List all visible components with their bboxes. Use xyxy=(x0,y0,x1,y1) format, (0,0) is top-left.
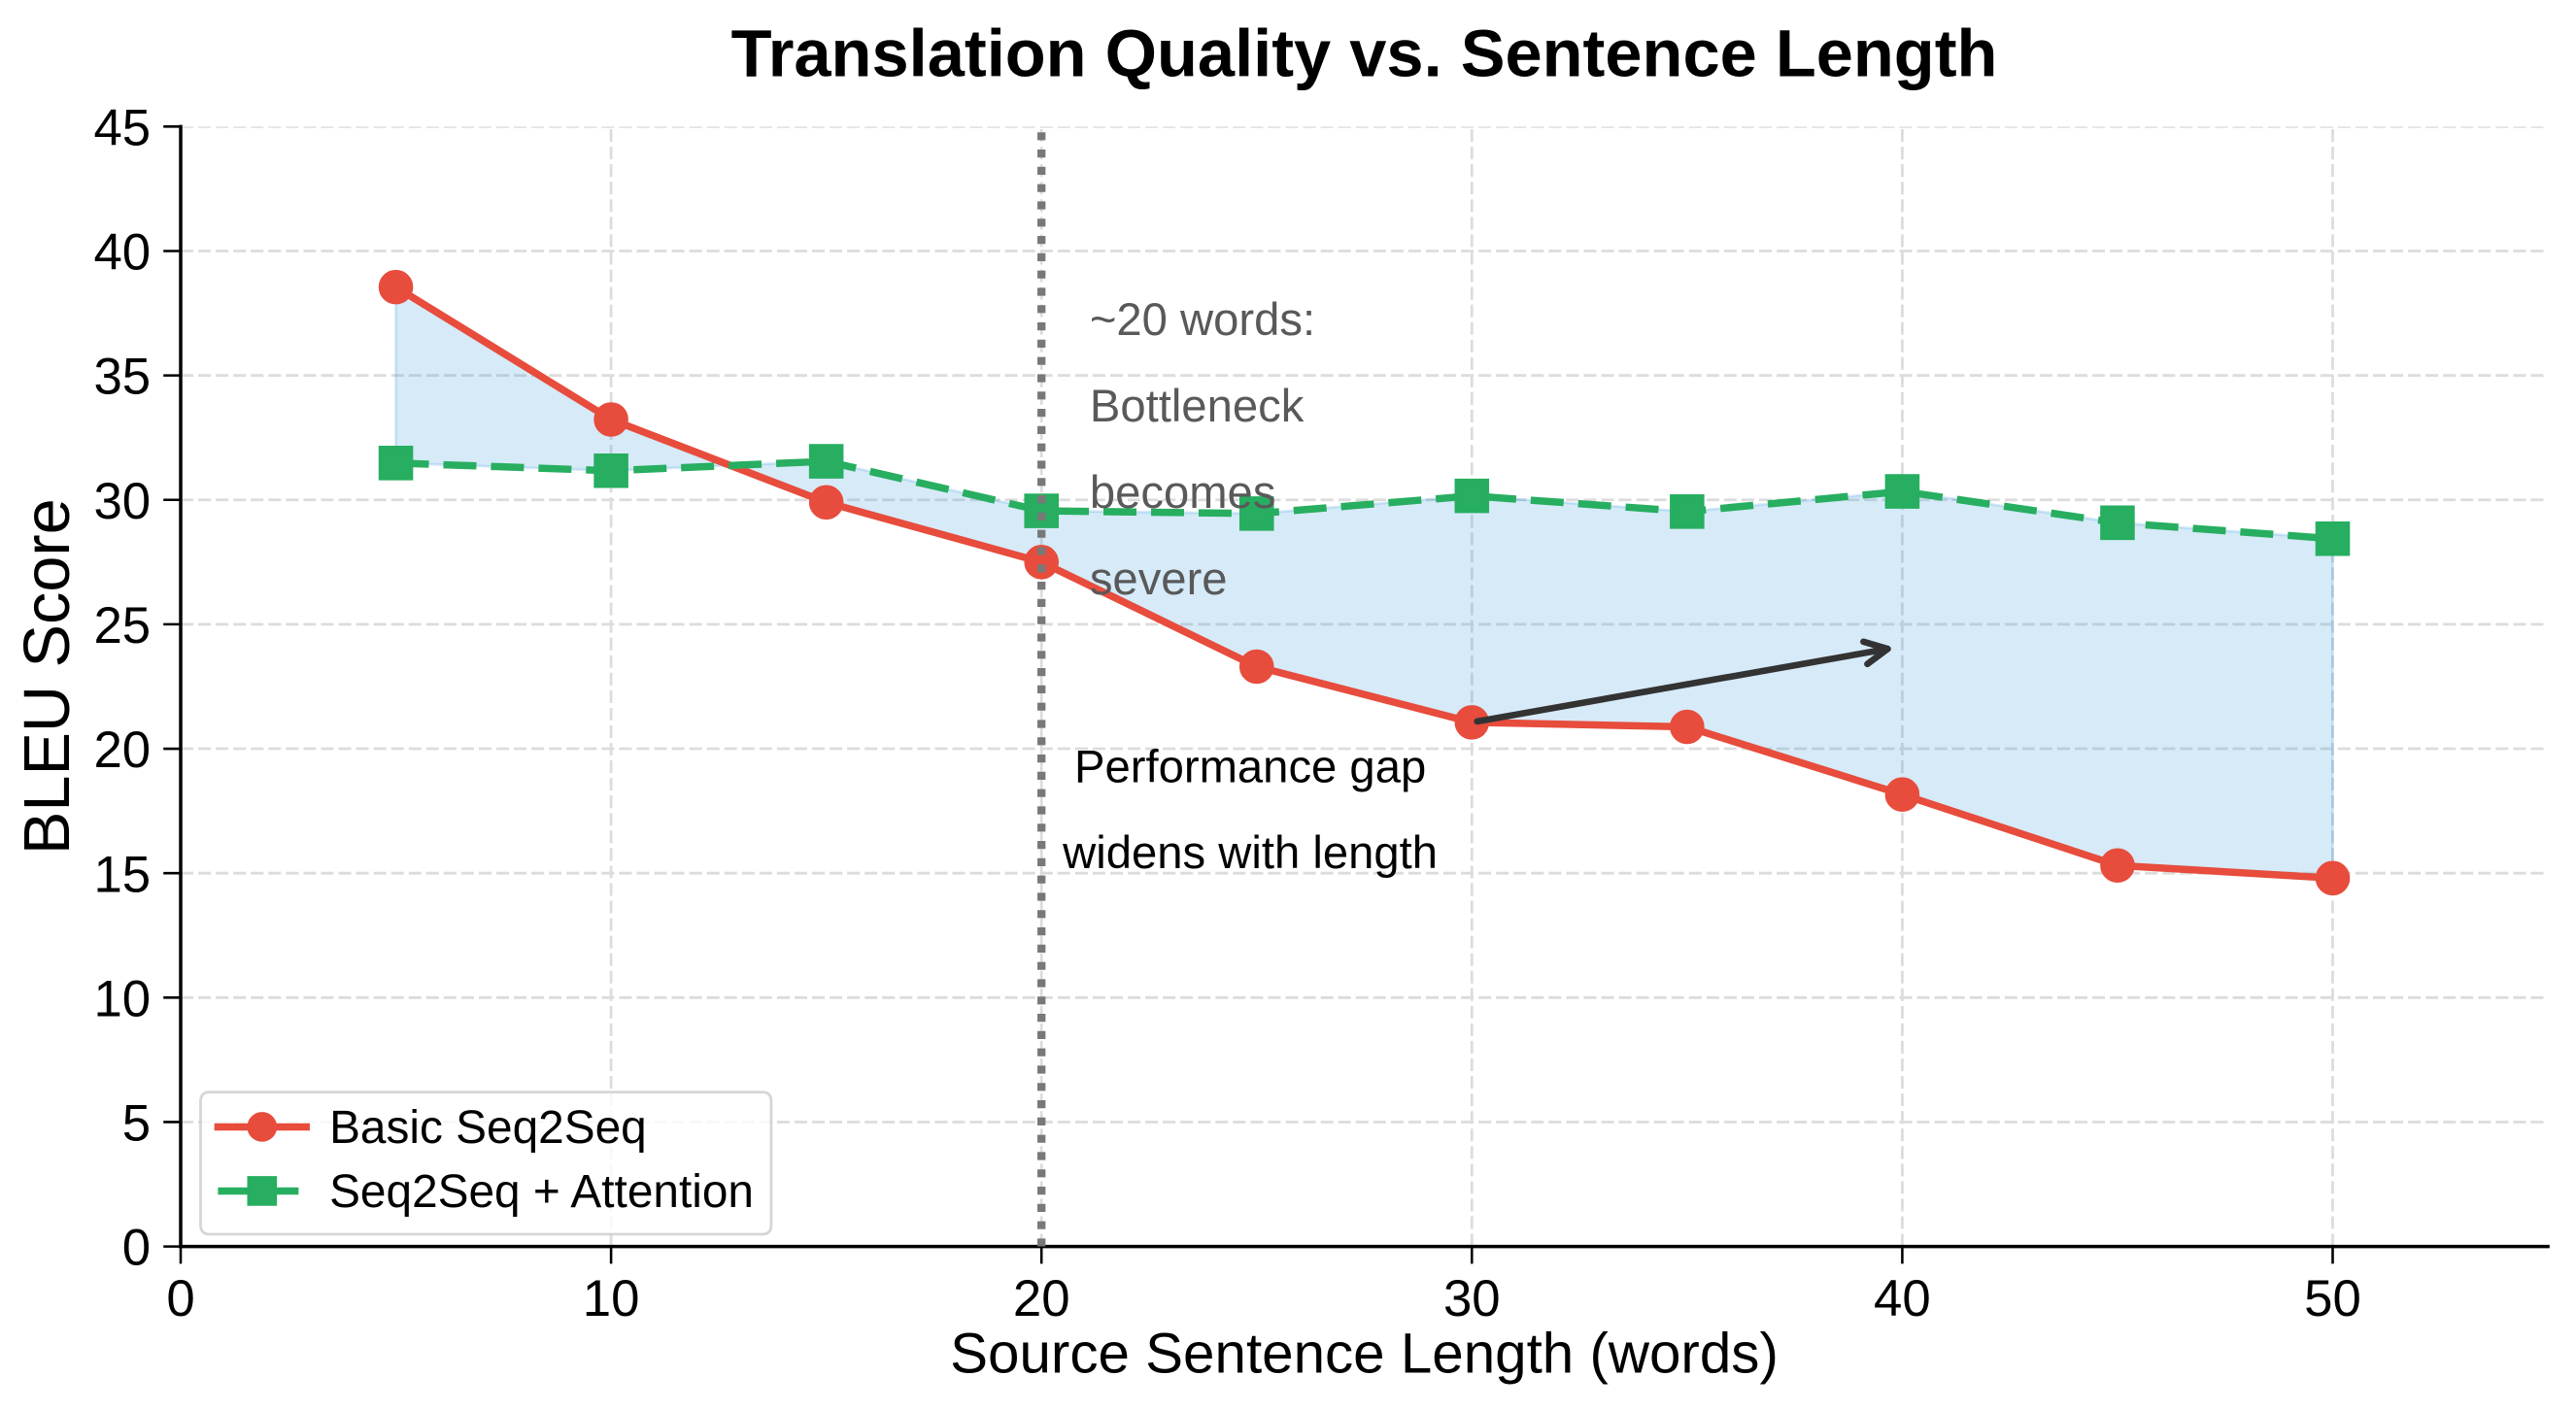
svg-text:10: 10 xyxy=(93,970,151,1027)
svg-text:40: 40 xyxy=(93,224,151,282)
svg-text:BLEU Score: BLEU Score xyxy=(12,498,84,855)
svg-text:25: 25 xyxy=(93,597,151,655)
svg-text:45: 45 xyxy=(93,99,151,156)
svg-text:Source Sentence Length (words): Source Sentence Length (words) xyxy=(950,1323,1779,1386)
svg-text:Translation Quality vs. Senten: Translation Quality vs. Sentence Length xyxy=(731,16,1998,90)
svg-text:30: 30 xyxy=(93,473,151,530)
svg-text:40: 40 xyxy=(1874,1270,1931,1327)
svg-text:10: 10 xyxy=(583,1270,640,1327)
svg-text:Performance gap: Performance gap xyxy=(1074,741,1426,792)
svg-text:Basic Seq2Seq: Basic Seq2Seq xyxy=(329,1102,647,1154)
svg-text:50: 50 xyxy=(2304,1270,2361,1327)
svg-text:~20 words:: ~20 words: xyxy=(1090,294,1315,346)
svg-text:5: 5 xyxy=(122,1095,151,1153)
svg-text:widens with length: widens with length xyxy=(1062,827,1438,879)
svg-text:20: 20 xyxy=(93,722,151,779)
svg-text:35: 35 xyxy=(93,349,151,406)
svg-text:Seq2Seq + Attention: Seq2Seq + Attention xyxy=(329,1166,754,1218)
svg-text:severe: severe xyxy=(1090,554,1228,605)
svg-text:15: 15 xyxy=(93,846,151,903)
svg-text:20: 20 xyxy=(1013,1270,1070,1327)
svg-text:0: 0 xyxy=(166,1270,194,1327)
svg-text:becomes: becomes xyxy=(1090,467,1276,519)
svg-text:Bottleneck: Bottleneck xyxy=(1090,381,1305,432)
svg-text:30: 30 xyxy=(1443,1270,1501,1327)
svg-text:0: 0 xyxy=(122,1220,151,1277)
